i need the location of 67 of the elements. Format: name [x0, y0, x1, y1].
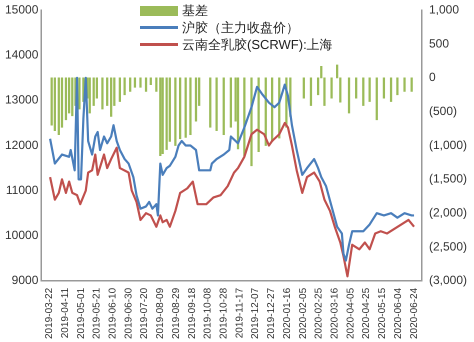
x-tick-label: 2020-05-15 — [377, 287, 388, 340]
y-tick-label: 15000 — [4, 2, 39, 17]
bar — [71, 78, 74, 116]
bar — [162, 78, 164, 154]
x-tick-label: 2020-03-16 — [330, 287, 341, 340]
x-tick-label: 2020-06-04 — [392, 287, 404, 340]
bar — [159, 78, 162, 156]
y-tick-label: 14000 — [4, 48, 39, 62]
x-tick-label: 2020-04-05 — [345, 287, 356, 340]
bar — [362, 78, 364, 106]
x-tick-label: 2020-02-05 — [298, 287, 309, 340]
y2-tick-label: (3,000) — [428, 273, 468, 288]
bar — [258, 78, 260, 152]
bar — [174, 78, 177, 146]
bar — [368, 78, 371, 102]
x-tick-label: 2019-10-08 — [202, 287, 214, 340]
x-tick-label: 2019-10-28 — [218, 287, 230, 340]
legend-label: 沪胶（主力收盘价） — [182, 19, 299, 36]
bar — [166, 78, 168, 150]
x-tick-label: 2019-08-29 — [170, 287, 182, 340]
x-tick-label: 2019-06-30 — [123, 287, 134, 340]
legend-label: 基差 — [182, 2, 208, 19]
x-tick-label: 2020-02-25 — [314, 287, 325, 340]
y2-tick-label: 0 — [428, 70, 436, 84]
bar — [302, 78, 305, 98]
y2-tick-label: (1,500) — [428, 172, 468, 186]
x-tick-label: 2019-05-01 — [76, 287, 87, 340]
x-tick-label: 2019-11-17 — [234, 287, 246, 338]
y2-tick-label: (2,000) — [428, 206, 468, 220]
y2-tick-label: (1,000) — [428, 138, 468, 152]
y2-tick-label: 500 — [428, 36, 450, 50]
x-tick-label: 2020-04-25 — [361, 287, 372, 340]
bar — [222, 78, 225, 136]
bar — [209, 78, 212, 128]
bar — [410, 78, 413, 92]
x-tick-label: 2020-01-16 — [282, 287, 293, 340]
y2-tick-label: (500) — [428, 104, 457, 118]
bar — [179, 78, 182, 140]
legend-label: 云南全乳胶(SCRWF):上海 — [182, 36, 333, 53]
x-tick-label: 2019-12-27 — [266, 287, 278, 340]
x-tick-label: 2019-08-09 — [155, 287, 166, 340]
bar — [110, 78, 112, 117]
y-tick-label: 11000 — [6, 182, 39, 197]
x-tick-label: 2020-06-24 — [408, 287, 420, 340]
y-tick-label: 13000 — [4, 92, 39, 107]
bar — [88, 78, 91, 114]
y-tick-label: 10000 — [4, 228, 39, 242]
y-tick-label: 12000 — [4, 138, 39, 152]
bar — [118, 78, 121, 102]
bar — [58, 78, 60, 136]
x-tick-label: 2019-09-18 — [186, 287, 198, 340]
y2-tick-label: 1,000 — [428, 2, 460, 17]
x-tick-label: 2019-07-20 — [139, 287, 150, 340]
y-tick-label: 9000 — [12, 273, 39, 288]
bar — [124, 78, 126, 96]
x-tick-label: 2019-05-21 — [92, 287, 103, 340]
x-tick-label: 2019-06-10 — [107, 287, 118, 340]
y2-tick-label: (2,500) — [428, 239, 468, 254]
x-tick-label: 2019-12-07 — [250, 287, 262, 340]
x-tick-label: 2019-03-22 — [44, 287, 56, 340]
bar — [129, 78, 132, 92]
bar — [376, 78, 378, 120]
bar — [355, 78, 358, 98]
x-tick-label: 2019-04-11 — [60, 287, 71, 338]
bar — [184, 78, 187, 138]
bar — [150, 78, 152, 85]
bar — [54, 78, 56, 131]
